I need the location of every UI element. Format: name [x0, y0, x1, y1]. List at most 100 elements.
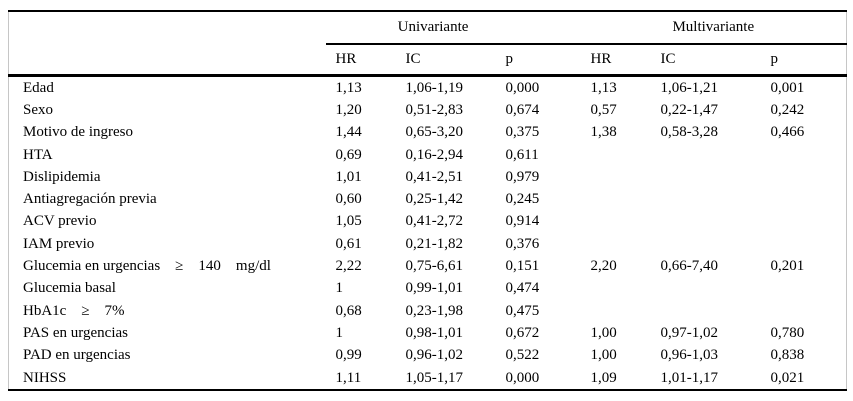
uni-p-value: 0,151: [505, 258, 540, 275]
table-row: PAD en urgencias 0,99 0,96-1,02 0,522 1,…: [9, 345, 847, 367]
row-label: PAS en urgencias: [23, 324, 128, 341]
empty-corner-cell: [9, 11, 326, 44]
uni-hr-value: 0,61: [335, 235, 362, 252]
uni-hr-value: 0,60: [335, 191, 362, 208]
multi-ic-value: [651, 166, 761, 188]
table-row: Glucemia en urgencias ≥ 140 mg/dl 2,22 0…: [9, 255, 847, 277]
empty-label-header: [8, 44, 326, 77]
uni-hr-value: 1: [335, 324, 344, 341]
multi-p-value: 0,001: [770, 79, 805, 96]
group-header-univariante: Univariante: [325, 11, 581, 45]
row-label: Dislipidemia: [23, 168, 101, 185]
uni-ic-value: 0,41-2,51: [405, 168, 464, 185]
uni-p-value: 0,672: [505, 324, 540, 341]
multi-p-value: [761, 188, 847, 210]
row-label: HTA: [23, 146, 53, 163]
uni-ic-value: 0,21-1,82: [405, 235, 464, 252]
table-row: NIHSS 1,11 1,05-1,17 0,000 1,09 1,01-1,1…: [9, 367, 847, 390]
multi-p-value: 0,242: [770, 101, 805, 118]
multi-ic-value: 0,66-7,40: [660, 258, 719, 275]
multi-hr-value: 2,20: [590, 258, 617, 275]
multi-hr-value: [581, 211, 651, 233]
cox-regression-table: Univariante Multivariante HR IC p HR IC …: [8, 10, 848, 392]
uni-p-value: 0,474: [505, 280, 540, 297]
uni-hr-value: 1: [335, 280, 344, 297]
uni-ic-value: 0,96-1,02: [405, 347, 464, 364]
uni-p-value: 0,611: [505, 146, 539, 163]
uni-hr-value: 0,68: [335, 302, 362, 319]
group-header-multivariante: Multivariante: [580, 11, 847, 45]
regression-table-container: Univariante Multivariante HR IC p HR IC …: [8, 10, 848, 392]
row-label: PAD en urgencias: [23, 347, 131, 364]
table-row: HbA1c ≥ 7% 0,68 0,23-1,98 0,475: [9, 300, 847, 322]
uni-hr-value: 0,99: [335, 347, 362, 364]
multi-ic-value: 0,22-1,47: [660, 101, 719, 118]
uni-p-value: 0,245: [505, 191, 540, 208]
row-label: Glucemia en urgencias ≥ 140 mg/dl: [23, 258, 271, 275]
uni-hr-value: 2,22: [335, 258, 362, 275]
table-row: Glucemia basal 1 0,99-1,01 0,474: [9, 278, 847, 300]
multi-p-value: [761, 144, 847, 166]
uni-ic-value: 0,99-1,01: [405, 280, 464, 297]
multi-hr-value: [581, 144, 651, 166]
multi-ic-value: [651, 233, 761, 255]
group-header-univariante-label: Univariante: [397, 19, 469, 35]
multi-p-value: 0,021: [770, 369, 805, 386]
group-header-row: Univariante Multivariante: [9, 11, 847, 45]
row-label: Glucemia basal: [23, 280, 116, 297]
row-label: HbA1c ≥ 7%: [23, 302, 125, 319]
multi-ic-value: 1,06-1,21: [660, 79, 719, 96]
multi-p-value: 0,838: [770, 347, 805, 364]
row-label: NIHSS: [23, 369, 67, 386]
uni-ic-value: 1,05-1,17: [405, 369, 464, 386]
multi-ic-value: [651, 188, 761, 210]
uni-ic-value: 0,65-3,20: [405, 124, 464, 141]
table-row: Antiagregación previa 0,60 0,25-1,42 0,2…: [9, 188, 847, 210]
row-label: ACV previo: [23, 213, 97, 230]
uni-ic-value: 0,23-1,98: [405, 302, 464, 319]
table-row: HTA 0,69 0,16-2,94 0,611: [9, 144, 847, 166]
multi-ic-value: [651, 211, 761, 233]
uni-p-value: 0,000: [505, 79, 540, 96]
multi-ic-value: [651, 278, 761, 300]
row-label: Antiagregación previa: [23, 191, 157, 208]
table-row: Motivo de ingreso 1,44 0,65-3,20 0,375 1…: [9, 122, 847, 144]
uni-p-header: p: [495, 44, 581, 77]
table-row: IAM previo 0,61 0,21-1,82 0,376: [9, 233, 847, 255]
row-label: Edad: [23, 79, 54, 96]
uni-hr-value: 0,69: [335, 146, 362, 163]
uni-ic-header: IC: [395, 44, 496, 77]
uni-hr-value: 1,05: [335, 213, 362, 230]
multi-ic-header: IC: [650, 44, 761, 77]
multi-hr-value: 1,00: [590, 324, 617, 341]
multi-hr-value: [581, 166, 651, 188]
multi-p-value: [761, 166, 847, 188]
multi-hr-value: 1,00: [590, 347, 617, 364]
table-row: Edad 1,13 1,06-1,19 0,000 1,13 1,06-1,21…: [9, 76, 847, 100]
uni-hr-value: 1,01: [335, 168, 362, 185]
table-row: PAS en urgencias 1 0,98-1,01 0,672 1,00 …: [9, 322, 847, 344]
uni-ic-value: 0,98-1,01: [405, 324, 464, 341]
group-header-multivariante-label: Multivariante: [672, 19, 755, 35]
uni-ic-value: 0,16-2,94: [405, 146, 464, 163]
table-row: Sexo 1,20 0,51-2,83 0,674 0,57 0,22-1,47…: [9, 99, 847, 121]
table-body: Edad 1,13 1,06-1,19 0,000 1,13 1,06-1,21…: [9, 76, 847, 391]
multi-hr-value: 1,09: [590, 369, 617, 386]
multi-p-value: [761, 233, 847, 255]
uni-p-value: 0,376: [505, 235, 540, 252]
uni-ic-value: 0,51-2,83: [405, 101, 464, 118]
multi-hr-value: 1,38: [590, 124, 617, 141]
uni-ic-value: 0,75-6,61: [405, 258, 464, 275]
uni-hr-value: 1,20: [335, 101, 362, 118]
table-row: ACV previo 1,05 0,41-2,72 0,914: [9, 211, 847, 233]
column-header-row: HR IC p HR IC p: [8, 44, 847, 77]
uni-p-value: 0,375: [505, 124, 540, 141]
multi-p-header: p: [760, 44, 847, 77]
uni-p-value: 0,979: [505, 168, 540, 185]
uni-p-value: 0,522: [505, 347, 540, 364]
multi-hr-value: 0,57: [590, 101, 617, 118]
multi-ic-value: 0,96-1,03: [660, 347, 719, 364]
uni-hr-value: 1,11: [335, 369, 362, 386]
multi-p-value: [761, 300, 847, 322]
multi-hr-value: [581, 278, 651, 300]
